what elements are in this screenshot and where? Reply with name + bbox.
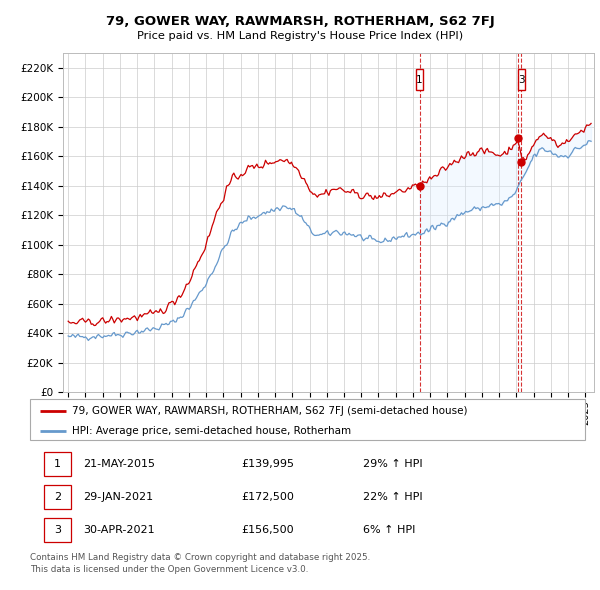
Text: 79, GOWER WAY, RAWMARSH, ROTHERHAM, S62 7FJ (semi-detached house): 79, GOWER WAY, RAWMARSH, ROTHERHAM, S62 … xyxy=(71,406,467,416)
Text: 3: 3 xyxy=(53,525,61,535)
FancyBboxPatch shape xyxy=(416,70,423,90)
Text: Contains HM Land Registry data © Crown copyright and database right 2025.
This d: Contains HM Land Registry data © Crown c… xyxy=(30,553,370,574)
FancyBboxPatch shape xyxy=(44,485,71,509)
Text: 1: 1 xyxy=(53,460,61,469)
FancyBboxPatch shape xyxy=(518,70,524,90)
Text: 6% ↑ HPI: 6% ↑ HPI xyxy=(363,525,415,535)
Text: 79, GOWER WAY, RAWMARSH, ROTHERHAM, S62 7FJ: 79, GOWER WAY, RAWMARSH, ROTHERHAM, S62 … xyxy=(106,15,494,28)
Text: 29% ↑ HPI: 29% ↑ HPI xyxy=(363,460,422,469)
Text: 29-JAN-2021: 29-JAN-2021 xyxy=(83,492,153,502)
Text: 22% ↑ HPI: 22% ↑ HPI xyxy=(363,492,422,502)
FancyBboxPatch shape xyxy=(30,399,585,440)
FancyBboxPatch shape xyxy=(44,518,71,542)
Text: 2: 2 xyxy=(53,492,61,502)
Text: 30-APR-2021: 30-APR-2021 xyxy=(83,525,154,535)
Text: 1: 1 xyxy=(416,75,423,84)
Text: £172,500: £172,500 xyxy=(241,492,294,502)
FancyBboxPatch shape xyxy=(44,453,71,476)
Text: HPI: Average price, semi-detached house, Rotherham: HPI: Average price, semi-detached house,… xyxy=(71,426,351,436)
Text: £139,995: £139,995 xyxy=(241,460,294,469)
Text: £156,500: £156,500 xyxy=(241,525,293,535)
Text: 3: 3 xyxy=(518,75,525,84)
Text: Price paid vs. HM Land Registry's House Price Index (HPI): Price paid vs. HM Land Registry's House … xyxy=(137,31,463,41)
Text: 21-MAY-2015: 21-MAY-2015 xyxy=(83,460,155,469)
